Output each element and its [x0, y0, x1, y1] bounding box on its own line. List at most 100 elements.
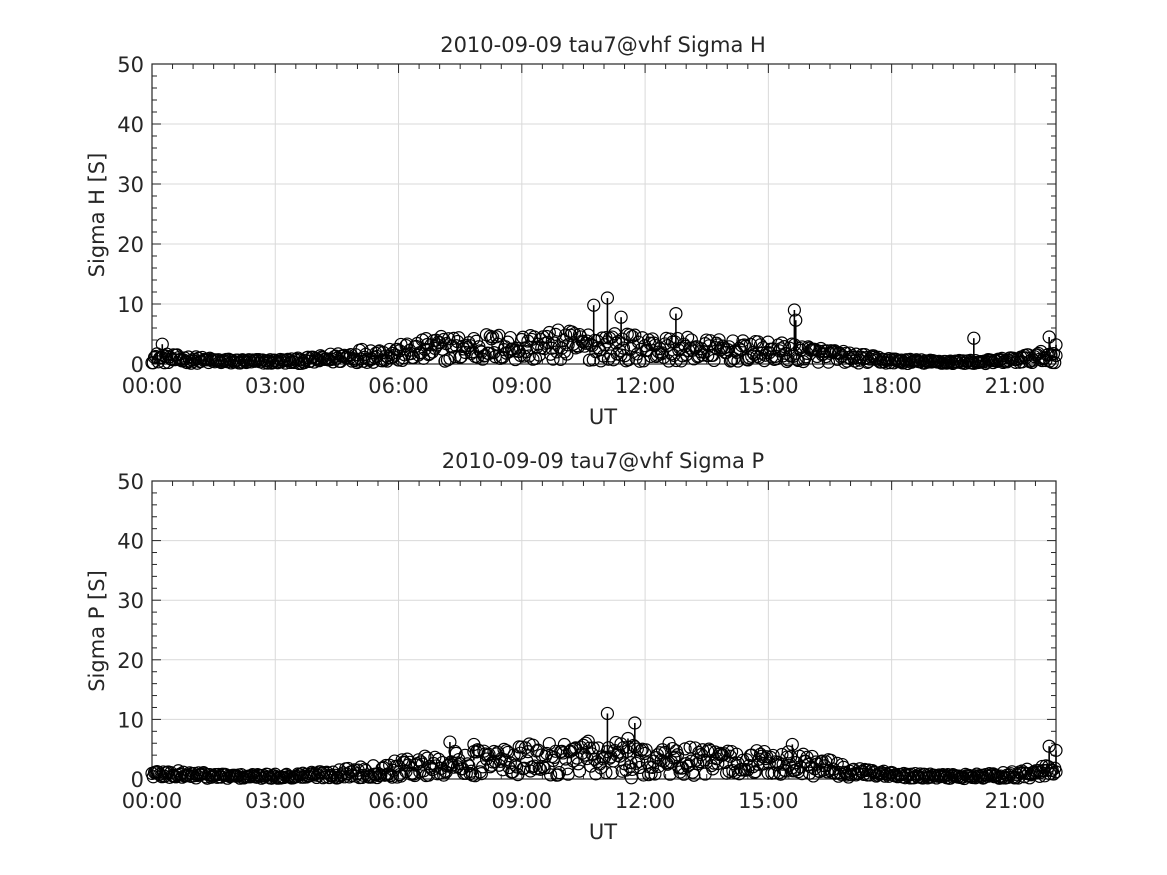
sigma-h-point — [486, 330, 500, 344]
sigma-p-peak-point — [443, 735, 457, 749]
sigma-h-x-tick-label: 15:00 — [738, 374, 799, 398]
sigma-h-point — [425, 345, 439, 359]
sigma-p-panel: 2010-09-09 tau7@vhf Sigma P UT Sigma P [… — [85, 449, 1063, 844]
sigma-p-point — [758, 752, 773, 766]
sigma-h-point — [1046, 347, 1061, 361]
sigma-p-y-tick-label: 40 — [117, 530, 144, 554]
sigma-h-peak-point — [155, 337, 169, 351]
sigma-p-point — [814, 755, 828, 769]
sigma-p-point — [629, 756, 643, 770]
sigma-h-point — [482, 346, 496, 361]
sigma-p-peak-point — [1042, 739, 1056, 753]
sigma-h-point — [522, 349, 536, 363]
sigma-p-point — [809, 755, 823, 769]
sigma-h-point — [777, 339, 792, 354]
sigma-p-point — [488, 755, 502, 769]
sigma-h-tick-marks — [151, 63, 1057, 365]
sigma-p-peak-point — [624, 771, 638, 785]
sigma-p-point — [747, 765, 761, 780]
sigma-p-point — [474, 767, 489, 781]
sigma-h-peak-point — [669, 307, 683, 321]
sigma-p-point — [581, 734, 595, 748]
sigma-h-peak-point — [1049, 338, 1063, 352]
sigma-h-point — [532, 348, 546, 362]
sigma-p-x-tick-label: 18:00 — [861, 789, 922, 813]
sigma-h-peak-point — [789, 313, 803, 327]
sigma-p-y-tick-label: 0 — [131, 768, 144, 792]
sigma-h-point — [615, 332, 629, 346]
sigma-h-point — [709, 336, 724, 350]
sigma-p-point — [761, 766, 775, 780]
sigma-p-y-tick-label: 20 — [117, 649, 144, 673]
sigma-p-point — [639, 743, 653, 757]
sigma-p-y-tick-label: 10 — [117, 708, 144, 732]
sigma-p-point — [596, 752, 610, 766]
sigma-h-point — [528, 351, 543, 366]
sigma-p-peak-point — [628, 716, 642, 730]
sigma-p-point — [753, 747, 768, 761]
sigma-p-point — [425, 763, 439, 777]
sigma-p-point — [599, 765, 613, 780]
sigma-h-point — [540, 329, 554, 344]
sigma-p-point — [528, 762, 543, 776]
sigma-p-point — [647, 754, 661, 768]
sigma-h-point — [559, 328, 573, 342]
sigma-h-peak-point — [600, 291, 615, 305]
sigma-h-point — [561, 338, 575, 352]
sigma-p-point — [678, 742, 692, 756]
sigma-h-y-tick-label: 20 — [117, 233, 144, 257]
sigma-h-point — [557, 345, 571, 359]
sigma-p-peak-point — [621, 731, 635, 746]
sigma-h-y-tick-label: 10 — [117, 293, 144, 317]
sigma-p-tick-marks — [151, 480, 1057, 780]
sigma-h-point — [454, 349, 468, 364]
sigma-p-point — [604, 750, 618, 764]
sigma-p-point — [586, 741, 600, 755]
sigma-h-y-tick-label: 30 — [117, 173, 144, 197]
sigma-p-grid — [151, 480, 1056, 780]
sigma-p-point — [510, 760, 524, 774]
sigma-p-x-tick-label: 00:00 — [122, 789, 183, 813]
sigma-p-point — [548, 744, 563, 758]
sigma-p-point — [591, 741, 605, 755]
sigma-p-point — [551, 768, 565, 782]
sigma-h-point — [757, 354, 771, 368]
sigma-p-point — [802, 766, 817, 780]
sigma-h-point — [433, 336, 447, 350]
sigma-p-point — [719, 766, 734, 780]
sigma-h-y-tick-label: 0 — [131, 353, 144, 377]
sigma-p-point — [559, 752, 573, 766]
sigma-p-x-tick-label: 12:00 — [615, 789, 676, 813]
sigma-h-point — [1048, 355, 1062, 370]
sigma-h-point — [225, 353, 240, 368]
sigma-p-point — [567, 742, 582, 756]
sigma-p-point — [580, 752, 594, 766]
sigma-h-grid — [151, 63, 1056, 365]
sigma-h-ylabel: Sigma H [S] — [85, 153, 109, 278]
sigma-h-x-tick-label: 09:00 — [492, 374, 553, 398]
sigma-h-peak-point — [587, 298, 601, 312]
sigma-h-point — [312, 354, 326, 368]
sigma-p-point — [642, 768, 656, 782]
sigma-p-point — [603, 751, 617, 765]
sigma-p-x-tick-label: 06:00 — [368, 789, 429, 813]
sigma-p-point — [432, 752, 446, 766]
sigma-p-point — [702, 742, 716, 756]
sigma-p-x-tick-label: 15:00 — [738, 789, 799, 813]
sigma-h-point — [261, 356, 275, 370]
sigma-h-point — [684, 333, 698, 347]
sigma-h-series — [145, 291, 1063, 371]
sigma-h-point — [440, 353, 455, 367]
sigma-h-point — [609, 336, 623, 350]
sigma-p-point — [653, 746, 667, 760]
sigma-p-point — [691, 756, 705, 771]
sigma-p-point — [496, 763, 510, 777]
sigma-p-peak-point — [467, 737, 481, 752]
sigma-p-point — [501, 745, 515, 760]
sigma-h-point — [464, 346, 478, 361]
sigma-h-x-tick-label: 03:00 — [245, 374, 306, 398]
sigma-h-point — [434, 329, 448, 344]
sigma-p-point — [789, 756, 803, 770]
sigma-p-series — [145, 706, 1063, 786]
